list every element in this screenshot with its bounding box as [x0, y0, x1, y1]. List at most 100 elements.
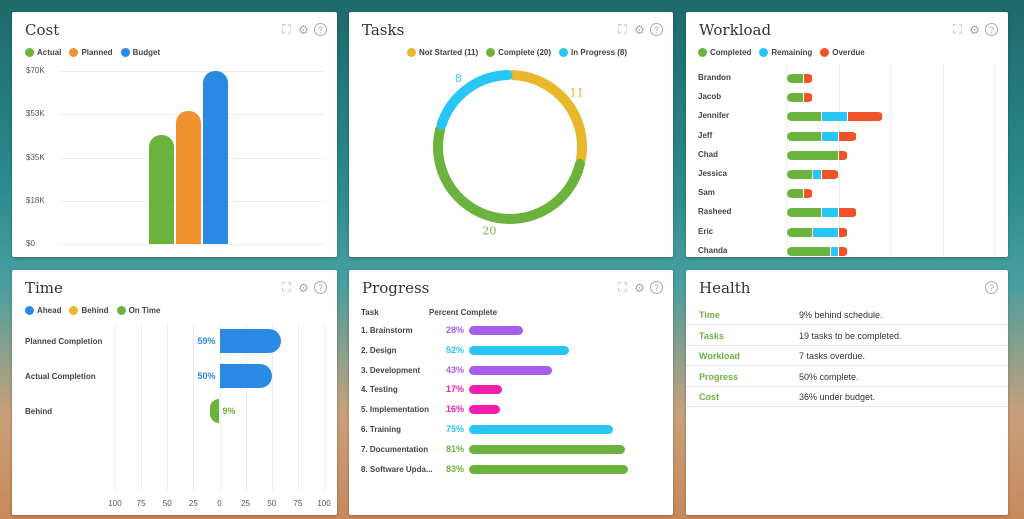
- help-icon[interactable]: ?: [314, 23, 327, 36]
- help-icon[interactable]: ?: [985, 281, 998, 294]
- percent-label: 75%: [446, 424, 465, 434]
- progress-bar[interactable]: [469, 425, 613, 434]
- bar-segment-overdue[interactable]: [804, 74, 814, 83]
- gear-icon[interactable]: ⚙: [298, 22, 309, 37]
- bar-segment-overdue[interactable]: [804, 93, 814, 103]
- bar-segment-remaining[interactable]: [830, 246, 840, 256]
- bar-segment-completed[interactable]: [787, 131, 822, 141]
- legend-item[interactable]: Completed: [698, 48, 751, 57]
- bar-segment-overdue[interactable]: [839, 227, 848, 237]
- progress-bar[interactable]: [469, 464, 629, 474]
- bar-segment-remaining[interactable]: [821, 112, 848, 122]
- legend-item[interactable]: On Time: [116, 306, 160, 315]
- legend-swatch: [116, 306, 126, 315]
- gear-icon[interactable]: ⚙: [969, 22, 980, 37]
- progress-bar[interactable]: [469, 444, 625, 454]
- donut-data-label: 8: [455, 72, 462, 85]
- legend-swatch: [69, 306, 79, 315]
- progress-bar[interactable]: [469, 326, 523, 335]
- row-label: Jennifer: [698, 111, 730, 121]
- bar-segment-remaining[interactable]: [813, 170, 822, 179]
- workload-bar[interactable]: [787, 170, 840, 179]
- legend-item[interactable]: Not Started (11): [407, 48, 478, 57]
- bar-segment-completed[interactable]: [787, 112, 822, 122]
- progress-bar[interactable]: [469, 405, 500, 415]
- donut-slice-in-progress[interactable]: [436, 70, 513, 130]
- gear-icon[interactable]: ⚙: [634, 22, 645, 37]
- legend-swatch: [698, 48, 707, 57]
- legend-item[interactable]: Complete (20): [486, 48, 551, 57]
- legend-swatch: [25, 48, 34, 57]
- legend-item[interactable]: Remaining: [759, 48, 812, 57]
- legend-item[interactable]: Ahead: [25, 306, 61, 315]
- legend-item[interactable]: Actual: [25, 48, 61, 57]
- legend-item[interactable]: Behind: [69, 306, 109, 315]
- time-bar[interactable]: [219, 364, 272, 388]
- bar-segment-completed[interactable]: [787, 246, 831, 256]
- expand-icon[interactable]: ⛶: [618, 280, 627, 294]
- bar-segment-completed[interactable]: [787, 227, 814, 237]
- legend-label: Actual: [37, 48, 62, 57]
- progress-bar[interactable]: [469, 365, 552, 375]
- health-row: Progress 50% complete.: [686, 367, 1008, 387]
- legend-item[interactable]: Budget: [120, 48, 160, 57]
- help-icon[interactable]: ?: [650, 281, 663, 294]
- legend-item[interactable]: Overdue: [820, 48, 865, 57]
- bar-segment-overdue[interactable]: [839, 131, 857, 141]
- bar-segment-completed[interactable]: [787, 189, 805, 199]
- bar-segment-overdue[interactable]: [847, 112, 883, 122]
- panel-title: Tasks: [362, 21, 405, 39]
- legend-item[interactable]: In Progress (8): [559, 48, 627, 57]
- gear-icon[interactable]: ⚙: [298, 280, 309, 295]
- legend-label: In Progress (8): [571, 48, 628, 57]
- gear-icon[interactable]: ⚙: [634, 280, 645, 295]
- legend-label: Not Started (11): [419, 48, 479, 57]
- help-icon[interactable]: ?: [314, 281, 327, 294]
- percent-label: 52%: [446, 344, 465, 355]
- bar-segment-completed[interactable]: [787, 208, 822, 218]
- expand-icon[interactable]: ⛶: [282, 280, 291, 294]
- bar-segment-overdue[interactable]: [839, 150, 848, 160]
- row-label: Chanda: [698, 245, 728, 255]
- bar-segment-overdue[interactable]: [839, 246, 848, 256]
- task-label: 3. Development: [361, 365, 421, 375]
- workload-bar[interactable]: [787, 150, 848, 160]
- expand-icon[interactable]: ⛶: [953, 22, 962, 36]
- bar-segment-remaining[interactable]: [813, 227, 840, 237]
- panel-title: Cost: [25, 21, 60, 39]
- gridline: [245, 325, 247, 490]
- workload-bar[interactable]: [787, 112, 883, 122]
- bar-segment-completed[interactable]: [787, 150, 840, 160]
- bar-segment-completed[interactable]: [787, 170, 814, 179]
- workload-bar[interactable]: [787, 93, 814, 103]
- bar-segment-overdue[interactable]: [821, 170, 840, 179]
- progress-bar[interactable]: [469, 345, 569, 355]
- time-bar[interactable]: [219, 329, 282, 353]
- workload-bar[interactable]: [787, 208, 857, 218]
- expand-icon[interactable]: ⛶: [282, 22, 291, 36]
- donut-slice-complete[interactable]: [433, 124, 585, 225]
- bar-segment-overdue[interactable]: [804, 189, 814, 199]
- workload-bar[interactable]: [787, 189, 814, 199]
- workload-bar[interactable]: [787, 246, 848, 256]
- workload-bar[interactable]: [787, 227, 848, 237]
- expand-icon[interactable]: ⛶: [618, 22, 627, 36]
- data-label: 9%: [222, 406, 236, 416]
- help-icon[interactable]: ?: [985, 23, 998, 36]
- x-tick-label: 100: [108, 499, 122, 508]
- bar-segment-remaining[interactable]: [821, 131, 840, 141]
- time-bar[interactable]: [210, 399, 220, 423]
- donut-slice-not-started[interactable]: [507, 70, 587, 164]
- row-label: Jessica: [698, 169, 727, 178]
- bar-segment-overdue[interactable]: [839, 208, 857, 218]
- help-icon[interactable]: ?: [650, 23, 663, 36]
- bar-segment-remaining[interactable]: [821, 208, 840, 218]
- legend-item[interactable]: Planned: [69, 48, 113, 57]
- workload-bar[interactable]: [787, 131, 857, 141]
- workload-bar[interactable]: [787, 74, 814, 83]
- bar-segment-completed[interactable]: [787, 74, 805, 83]
- bar-segment-completed[interactable]: [787, 93, 805, 103]
- percent-label: 83%: [446, 463, 465, 474]
- health-row: Time 9% behind schedule.: [686, 305, 1008, 325]
- progress-bar[interactable]: [469, 385, 502, 395]
